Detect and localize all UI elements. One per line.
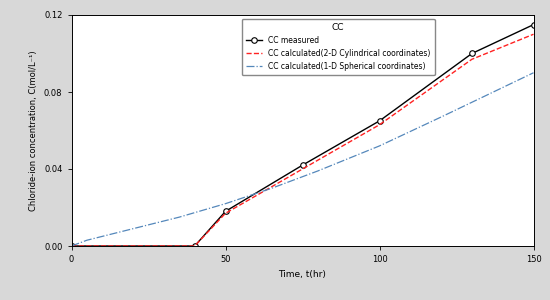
CC measured — [222, 210, 229, 213]
CC measured — [299, 163, 306, 167]
CC measured — [68, 244, 75, 248]
X-axis label: Time, t(hr): Time, t(hr) — [278, 270, 327, 279]
CC measured — [469, 52, 475, 55]
CC calculated(1-D Spherical coordinates) — [145, 223, 152, 226]
CC calculated(1-D Spherical coordinates) — [376, 144, 383, 148]
CC measured — [191, 244, 198, 248]
CC calculated(1-D Spherical coordinates) — [84, 238, 90, 242]
CC calculated(2-D Cylindrical coordinates) — [376, 123, 383, 127]
CC calculated(2-D Cylindrical coordinates) — [191, 244, 198, 248]
Line: CC measured: CC measured — [69, 22, 536, 249]
CC calculated(2-D Cylindrical coordinates) — [299, 167, 306, 171]
CC measured — [530, 23, 537, 26]
CC calculated(1-D Spherical coordinates) — [268, 186, 275, 190]
Line: CC calculated(2-D Cylindrical coordinates): CC calculated(2-D Cylindrical coordinate… — [72, 34, 534, 246]
CC calculated(2-D Cylindrical coordinates) — [530, 32, 537, 36]
CC measured — [376, 119, 383, 123]
Y-axis label: Chloride-ion concentration, C(mol/L⁻¹): Chloride-ion concentration, C(mol/L⁻¹) — [29, 50, 38, 211]
CC calculated(1-D Spherical coordinates) — [68, 244, 75, 248]
CC calculated(1-D Spherical coordinates) — [315, 169, 321, 173]
CC calculated(1-D Spherical coordinates) — [438, 115, 444, 119]
CC calculated(1-D Spherical coordinates) — [530, 71, 537, 74]
CC calculated(1-D Spherical coordinates) — [222, 202, 229, 206]
CC calculated(2-D Cylindrical coordinates) — [469, 58, 475, 61]
Legend: CC measured, CC calculated(2-D Cylindrical coordinates), CC calculated(1-D Spher: CC measured, CC calculated(2-D Cylindric… — [241, 19, 434, 75]
CC calculated(1-D Spherical coordinates) — [176, 215, 183, 219]
CC calculated(2-D Cylindrical coordinates) — [222, 212, 229, 215]
CC calculated(2-D Cylindrical coordinates) — [68, 244, 75, 248]
CC calculated(1-D Spherical coordinates) — [114, 231, 121, 234]
Line: CC calculated(1-D Spherical coordinates): CC calculated(1-D Spherical coordinates) — [72, 73, 534, 246]
